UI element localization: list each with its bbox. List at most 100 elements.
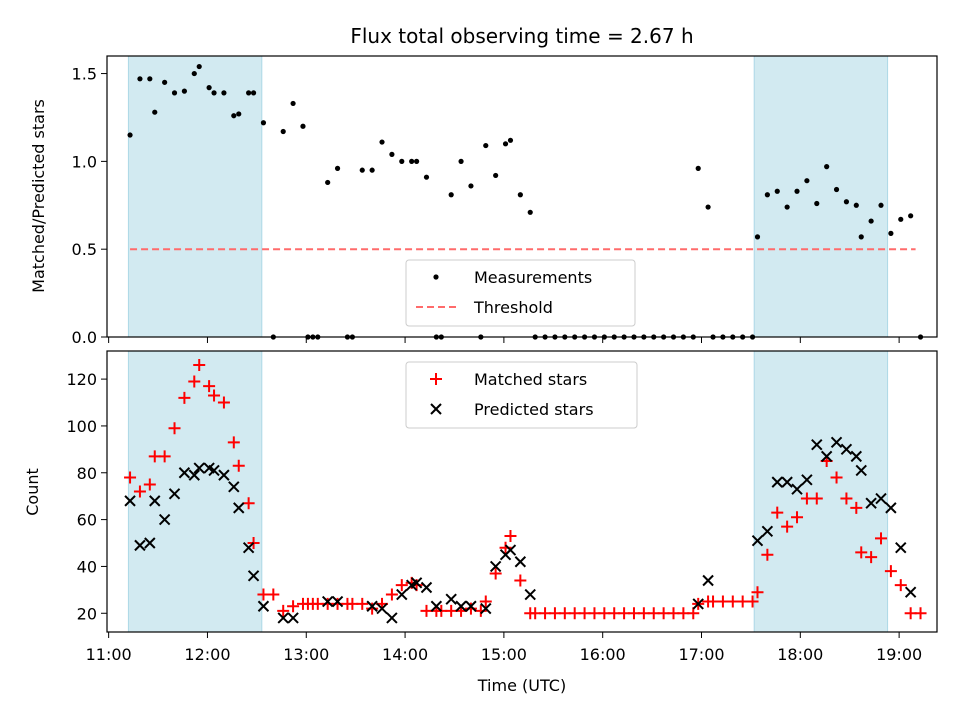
measurement-point (369, 167, 375, 173)
measurement-point (908, 213, 914, 219)
legend-marker-predicted-stars (430, 403, 442, 415)
predicted-stars-point (692, 598, 704, 610)
predicted-stars-point (430, 600, 443, 612)
bottom-x-axis-label: Time (UTC) (477, 676, 566, 695)
matched-stars-point (489, 567, 502, 580)
predicted-stars-point (514, 556, 527, 568)
legend-label-threshold: Threshold (473, 298, 553, 317)
y-tick-label: 40 (77, 557, 97, 576)
y-tick-label: 60 (77, 511, 97, 530)
measurement-point (231, 113, 237, 119)
measurement-point (814, 200, 820, 207)
legend-marker-matched-stars (430, 373, 442, 385)
bottom-x-ticks: 11:00 12:00 13:00 14:00 15:00 16:00 17:00 18:00… (86, 632, 922, 664)
matched-stars-point (227, 436, 240, 449)
measurement-point (804, 178, 810, 184)
predicted-stars-point (144, 537, 156, 549)
predicted-stars-point (850, 450, 863, 463)
measurement-point (705, 204, 711, 210)
measurement-point (502, 141, 509, 147)
predicted-stars-point (480, 602, 492, 615)
y-tick-label: 1.0 (72, 152, 97, 171)
top-legend-box (405, 259, 636, 327)
x-tick-label: 14:00 (382, 645, 428, 664)
predicted-stars-point (134, 539, 146, 552)
matched-stars-point (884, 565, 897, 578)
predicted-stars-point (277, 612, 289, 624)
bottom-legend: Matched stars Predicted stars (405, 361, 638, 429)
measurement-point (379, 139, 385, 145)
matched-stars-point (124, 471, 137, 484)
matched-stars-point (514, 574, 527, 587)
predicted-stars-point (702, 574, 714, 587)
measurement-point (493, 172, 499, 179)
matched-stars-point (875, 532, 888, 545)
measurement-point (824, 164, 830, 170)
predicted-stars-point (193, 462, 205, 474)
matched-stars-point (810, 492, 823, 505)
predicted-stars-point (124, 495, 136, 507)
measurement-point (853, 202, 859, 208)
matched-stars-point (143, 478, 156, 491)
predicted-stars-point (287, 612, 299, 624)
matched-stars-point (356, 597, 369, 610)
predicted-stars-point (376, 602, 388, 615)
measurement-point (359, 167, 365, 173)
predicted-stars-point (228, 481, 240, 493)
measurement-point (527, 209, 533, 215)
bottom-series-layer (124, 359, 927, 624)
matched-stars-point (232, 459, 245, 472)
matched-stars-point (865, 551, 878, 564)
measurement-point (448, 192, 454, 198)
predicted-stars-point (771, 476, 783, 488)
measurement-point (399, 158, 405, 164)
shaded-observing-window (127, 350, 263, 633)
measurement-point (260, 120, 267, 126)
predicted-stars-point (830, 436, 843, 449)
top-y-axis-label: Matched/Predicted stars (29, 99, 48, 293)
x-tick-label: 15:00 (481, 645, 527, 664)
top-legend: Measurements Threshold (405, 259, 636, 327)
predicted-stars-point (445, 593, 457, 605)
top-panel: 0.0 0.5 1.0 1.5 Matched/Predicted stars Mea… (29, 55, 938, 347)
predicted-stars-point (781, 476, 793, 488)
x-tick-label: 17:00 (678, 645, 724, 664)
measurement-point (127, 132, 133, 138)
x-tick-label: 18:00 (777, 645, 823, 664)
x-tick-label: 19:00 (876, 645, 922, 664)
measurement-point (325, 179, 331, 186)
predicted-stars-point (386, 612, 398, 624)
measurement-point (171, 90, 178, 96)
predicted-stars-point (465, 600, 477, 612)
legend-label-matched-stars: Matched stars (474, 370, 587, 389)
matched-stars-point (504, 529, 517, 542)
measurement-point (191, 70, 197, 77)
top-y-ticks: 0.0 0.5 1.0 1.5 (72, 65, 107, 347)
measurement-point (833, 186, 840, 193)
measurement-point (888, 230, 894, 236)
measurement-point (147, 76, 153, 82)
measurement-point (290, 100, 296, 107)
predicted-stars-point (875, 492, 887, 505)
matched-stars-point (479, 595, 492, 608)
measurement-point (206, 85, 212, 91)
matched-stars-point (277, 604, 290, 617)
bottom-panel: 20 40 60 80 100 120 11:00 12:00 13:00 14:00 15:00… (23, 350, 938, 695)
predicted-stars-point (321, 595, 334, 608)
y-tick-label: 1.5 (72, 65, 97, 84)
legend-label-predicted-stars: Predicted stars (474, 400, 594, 419)
x-tick-label: 11:00 (86, 645, 132, 664)
matched-stars-point (751, 586, 764, 599)
y-tick-label: 20 (77, 604, 97, 623)
measurement-point (409, 158, 415, 164)
predicted-stars-point (331, 595, 344, 608)
measurement-point (152, 109, 158, 115)
matched-stars-point (188, 375, 201, 388)
bottom-y-axis-label: Count (23, 468, 42, 516)
shaded-observing-window (127, 55, 263, 338)
matched-stars-point (894, 579, 907, 592)
measurement-point (423, 174, 430, 180)
y-tick-label: 0.0 (72, 328, 97, 347)
matched-stars-point (761, 548, 774, 561)
predicted-stars-point (233, 502, 245, 514)
